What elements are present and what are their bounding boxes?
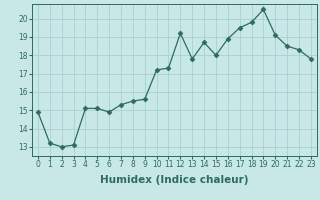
X-axis label: Humidex (Indice chaleur): Humidex (Indice chaleur) xyxy=(100,175,249,185)
